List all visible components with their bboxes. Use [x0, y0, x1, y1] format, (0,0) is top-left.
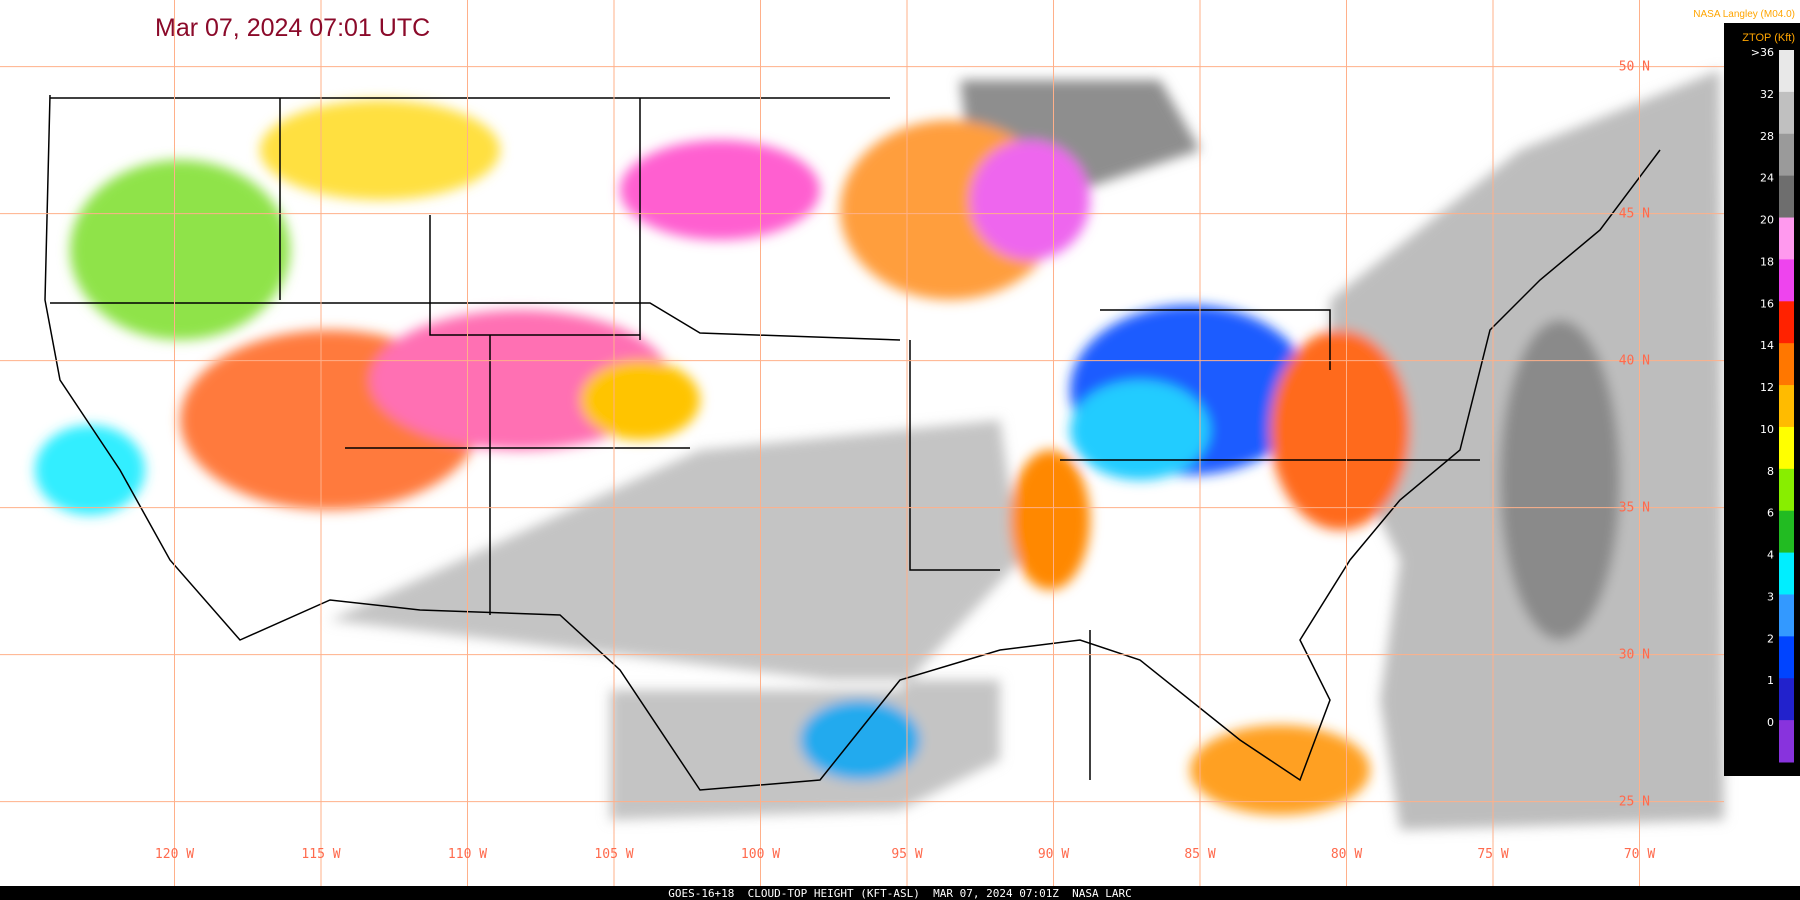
cloud-region [1070, 380, 1210, 480]
longitude-label: 90 W [1038, 847, 1069, 862]
colorbar-label: 4 [1767, 549, 1774, 562]
cloud-region [260, 100, 500, 200]
cloud-region [1270, 330, 1410, 530]
colorbar-swatch [1779, 343, 1794, 386]
cloud-region [620, 140, 820, 240]
colorbar-label: 32 [1760, 88, 1774, 101]
cloud-imagery [35, 70, 1724, 830]
colorbar-label: 0 [1767, 716, 1774, 729]
colorbar-label: 14 [1760, 339, 1774, 352]
colorbar-title: ZTOP (Kft) [1742, 32, 1795, 44]
colorbar-swatch [1779, 552, 1794, 595]
cloud-region [580, 360, 700, 440]
footer-bar [0, 886, 1800, 900]
cloud-region [35, 425, 145, 515]
cloud-region [800, 700, 920, 780]
credit: NASA Langley (M04.0) [1693, 9, 1795, 20]
longitude-label: 120 W [155, 847, 194, 862]
cloud-region [970, 140, 1090, 260]
state-borders [50, 97, 1480, 780]
colorbar-swatch [1779, 468, 1794, 512]
colorbar-swatch [1779, 259, 1794, 302]
latitude-label: 50 N [1619, 60, 1650, 75]
colorbar-swatch [1779, 678, 1794, 721]
latitude-label: 30 N [1619, 648, 1650, 663]
footer: GOES-16+18 CLOUD-TOP HEIGHT (KFT-ASL) MA… [668, 887, 1132, 900]
colorbar-swatch [1779, 301, 1794, 344]
colorbar-label: 12 [1760, 381, 1774, 394]
longitude-label: 80 W [1331, 847, 1362, 862]
colorbar-swatch [1779, 426, 1794, 470]
colorbar-label: 3 [1767, 590, 1774, 603]
colorbar-swatch [1779, 720, 1794, 763]
longitude-label: 70 W [1624, 847, 1655, 862]
colorbar-swatch [1779, 636, 1794, 679]
cloud-region [1500, 320, 1620, 640]
colorbar-swatch [1779, 175, 1794, 219]
colorbar-swatch [1779, 594, 1794, 637]
longitude-label: 105 W [594, 847, 633, 862]
colorbar-label: 6 [1767, 507, 1774, 520]
coastline [44, 94, 1661, 791]
timestamp-title: Mar 07, 2024 07:01 UTC [155, 14, 430, 42]
colorbar-label: 20 [1760, 214, 1774, 227]
colorbar-label: >36 [1751, 46, 1774, 59]
colorbar-label: 1 [1767, 674, 1774, 687]
colorbar-swatch [1779, 217, 1794, 260]
longitude-label: 95 W [891, 847, 922, 862]
longitude-label: 115 W [301, 847, 340, 862]
boundaries [44, 94, 1661, 791]
colorbar-swatch [1779, 91, 1794, 135]
colorbar-label: 2 [1767, 632, 1774, 645]
longitude-label: 85 W [1184, 847, 1215, 862]
colorbar-swatch [1779, 385, 1794, 428]
lat-lon-grid: 120 W 115 W 110 W 105 W 100 W 95 W 90 W 85 W 80 … [0, 0, 1724, 886]
cloud-region [1190, 725, 1370, 815]
colorbar-swatch [1779, 133, 1794, 177]
latitude-label: 40 N [1619, 354, 1650, 369]
colorbar-label: 18 [1760, 255, 1774, 268]
colorbar-label: 10 [1760, 423, 1774, 436]
colorbar-swatch [1779, 50, 1794, 93]
longitude-label: 75 W [1477, 847, 1508, 862]
latitude-label: 45 N [1619, 207, 1650, 222]
longitude-label: 100 W [741, 847, 780, 862]
latitude-label: 25 N [1619, 795, 1650, 810]
colorbar-label: 24 [1760, 172, 1774, 185]
colorbar-swatch [1779, 510, 1794, 554]
latitude-label: 35 N [1619, 501, 1650, 516]
colorbar-label: 28 [1760, 130, 1774, 143]
longitude-label: 110 W [448, 847, 487, 862]
cloud-region [70, 160, 290, 340]
colorbar-label: 16 [1760, 297, 1774, 310]
cloud-region [1010, 450, 1090, 590]
colorbar-label: 8 [1767, 465, 1774, 478]
